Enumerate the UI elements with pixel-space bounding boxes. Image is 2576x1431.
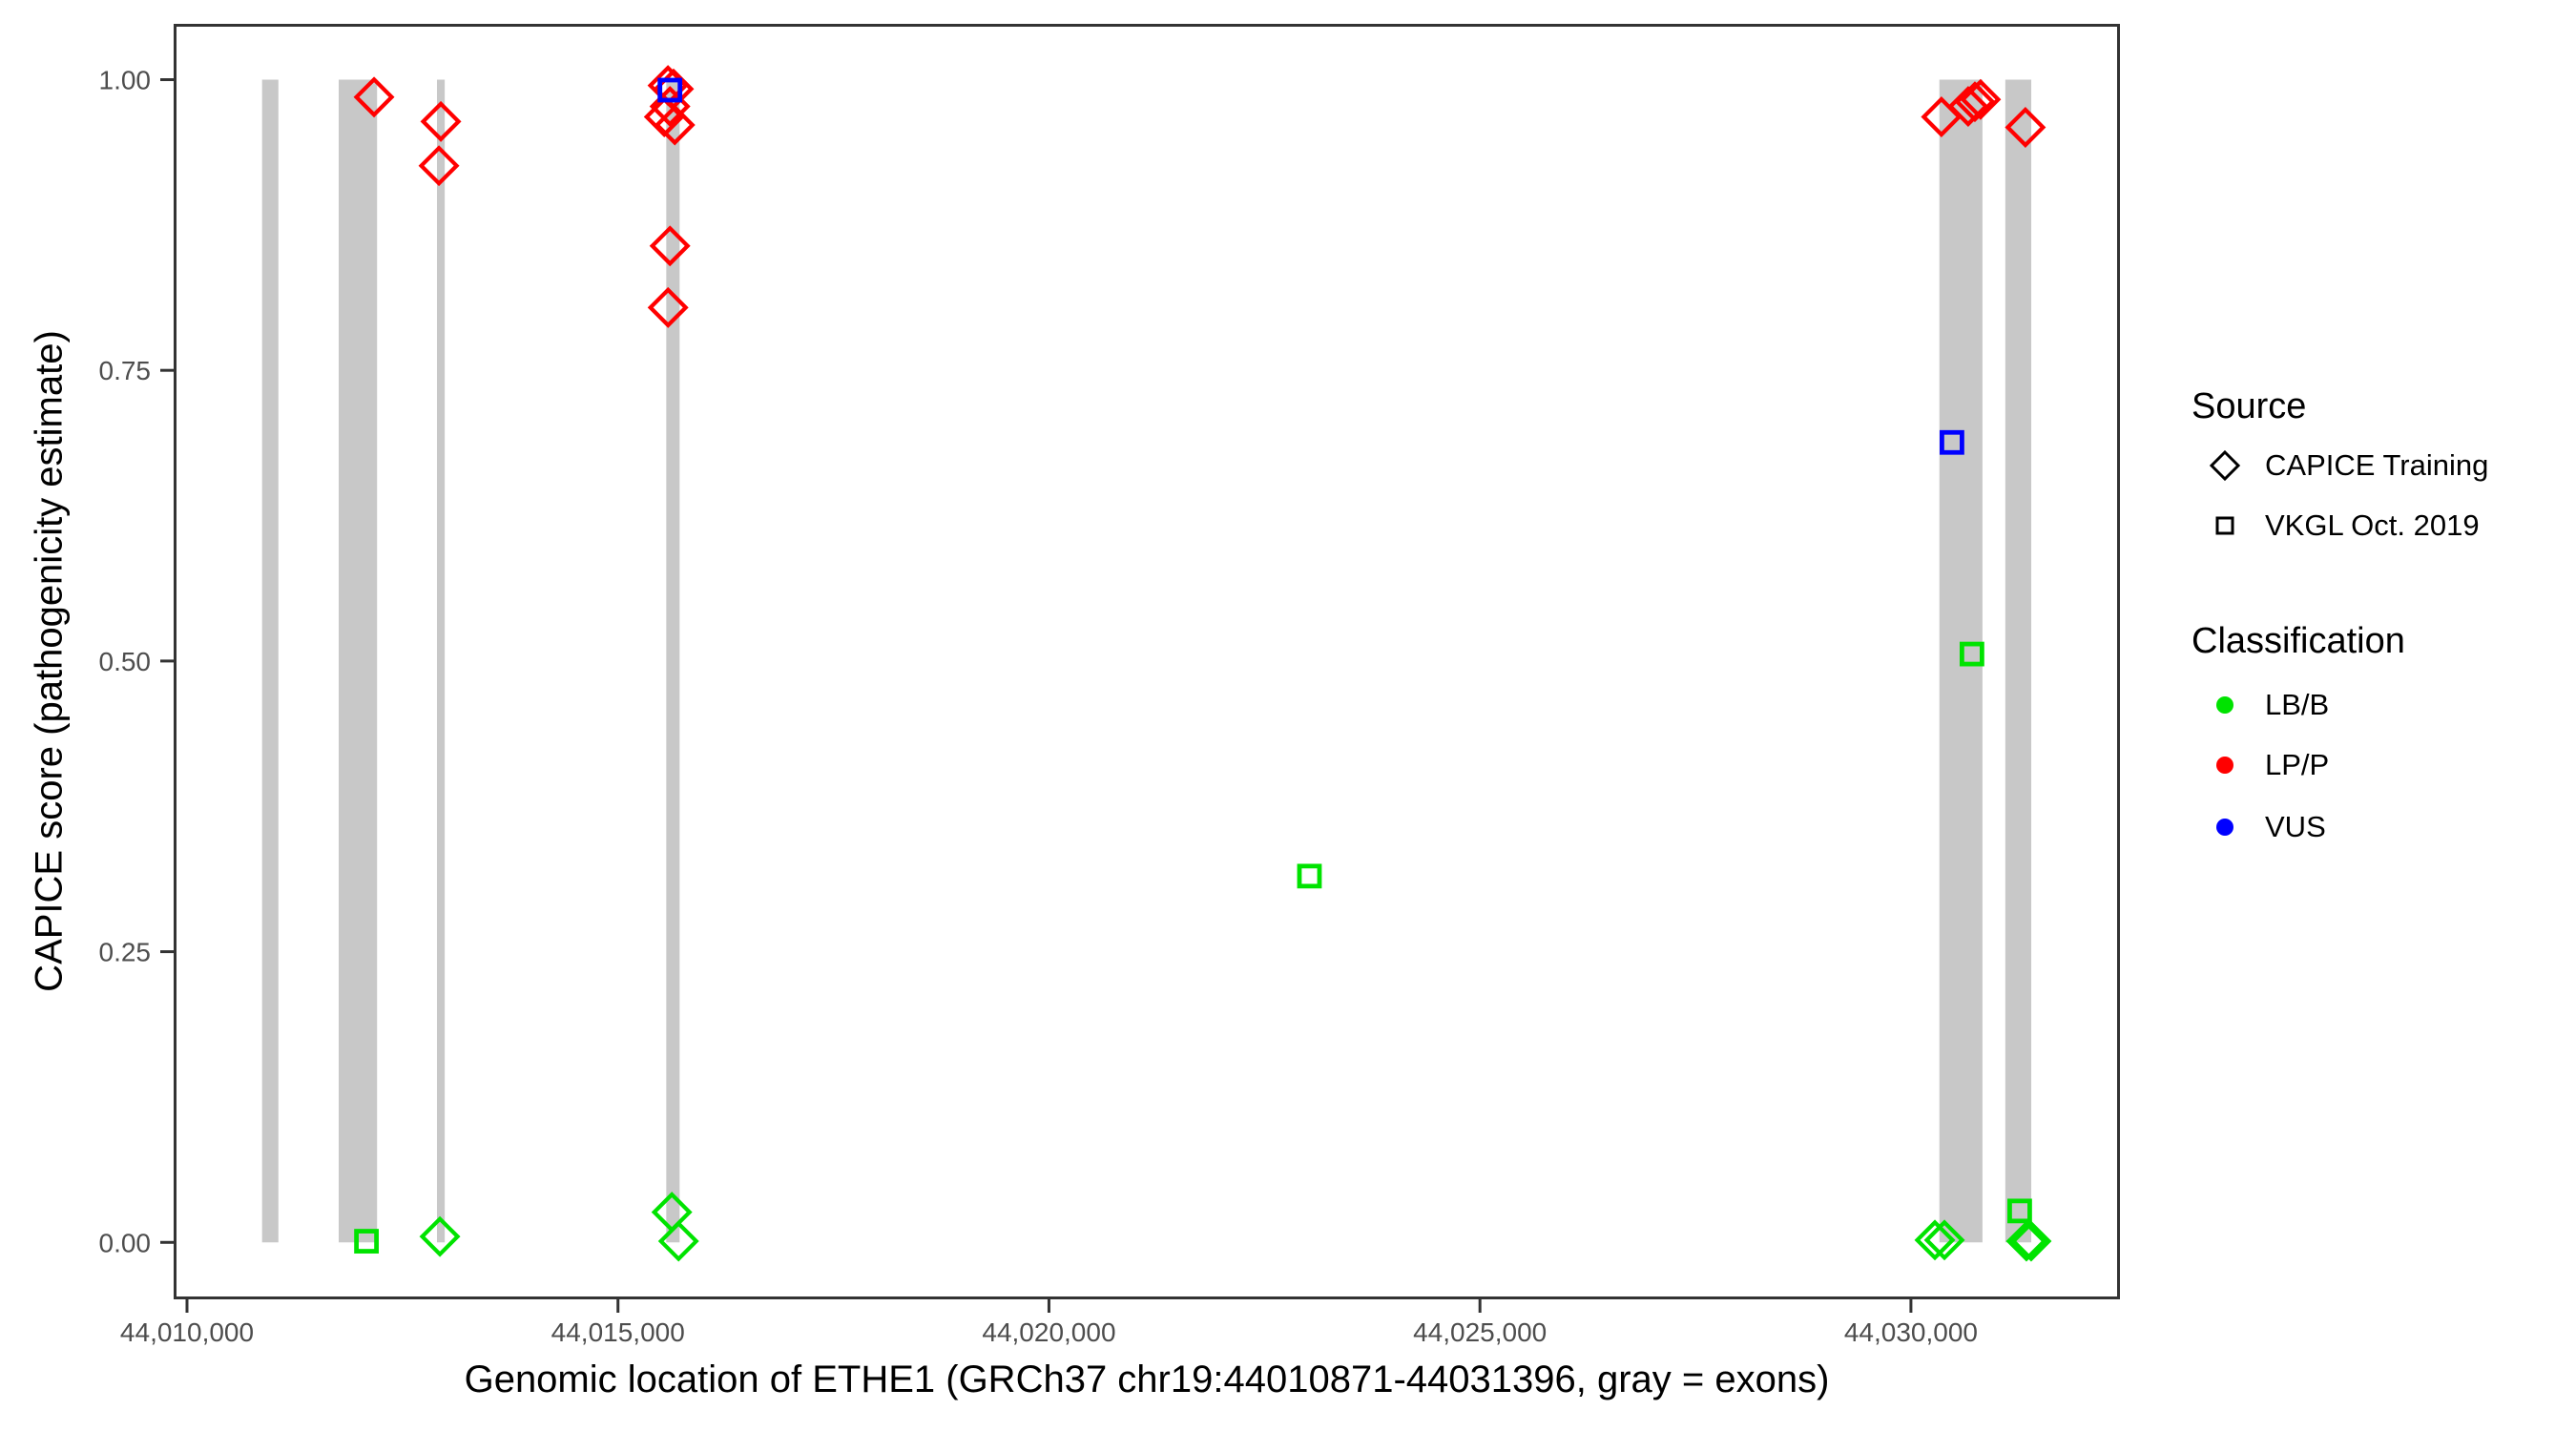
data-point-diamond <box>1923 1219 1965 1261</box>
exon-bar <box>2005 79 2032 1243</box>
legend-source-title: Source <box>2192 386 2307 426</box>
blue-dot-icon <box>2204 806 2246 848</box>
legend-item-label: CAPICE Training <box>2265 448 2489 482</box>
legend-classification-title: Classification <box>2192 621 2405 661</box>
data-point-diamond <box>1914 1219 1956 1261</box>
y-tick-label: 0.50 <box>99 647 152 676</box>
legend-item-vus: VUS <box>2204 806 2326 848</box>
data-point-diamond <box>353 76 395 118</box>
data-point-square <box>1959 641 1984 667</box>
data-point-square <box>2007 1198 2032 1224</box>
data-point-diamond <box>2005 1220 2047 1262</box>
legend-item-label: LB/B <box>2265 688 2330 721</box>
data-point-diamond <box>2010 1220 2052 1262</box>
open-diamond-icon <box>2204 445 2246 487</box>
data-point-diamond <box>1954 81 1996 123</box>
x-tick-label: 44,030,000 <box>1844 1317 1978 1347</box>
legend-item-label: LP/P <box>2265 748 2330 781</box>
y-tick-label: 1.00 <box>99 66 152 95</box>
data-point-square <box>354 1229 380 1254</box>
legend-item-lbb: LB/B <box>2204 684 2329 726</box>
red-dot-icon <box>2204 744 2246 786</box>
x-tick-label: 44,010,000 <box>120 1317 254 1347</box>
data-point-diamond <box>418 145 460 187</box>
data-point-diamond <box>649 225 691 267</box>
exon-bar <box>339 79 378 1243</box>
green-dot-icon <box>2204 684 2246 726</box>
data-point-square <box>657 77 683 103</box>
exon-bar <box>437 79 446 1243</box>
open-square-icon <box>2204 505 2246 547</box>
data-point-diamond <box>419 1215 461 1257</box>
legend-item-vkgl: VKGL Oct. 2019 <box>2204 505 2480 547</box>
y-tick-label: 0.00 <box>99 1228 152 1257</box>
x-tick-label: 44,015,000 <box>551 1317 685 1347</box>
data-point-diamond <box>647 286 689 328</box>
data-point-square <box>1297 863 1322 889</box>
data-point-square <box>1940 429 1964 455</box>
x-axis-title: Genomic location of ETHE1 (GRCh37 chr19:… <box>464 1358 1830 1400</box>
exon-bar <box>666 79 680 1243</box>
y-axis-title: CAPICE score (pathogenicity estimate) <box>28 330 71 992</box>
legend-item-label: VUS <box>2265 810 2326 843</box>
legend-item-lpp: LP/P <box>2204 744 2329 786</box>
data-point-diamond <box>654 104 696 146</box>
data-point-diamond <box>1960 78 2002 120</box>
data-point-diamond <box>2005 107 2046 148</box>
legend-item-capice-training: CAPICE Training <box>2204 445 2488 487</box>
data-point-diamond <box>657 1220 699 1262</box>
legend-item-label: VKGL Oct. 2019 <box>2265 508 2480 542</box>
y-tick-label: 0.75 <box>99 356 152 385</box>
x-tick-label: 44,025,000 <box>1413 1317 1547 1347</box>
x-tick-label: 44,020,000 <box>982 1317 1115 1347</box>
y-tick-label: 0.25 <box>99 938 152 967</box>
data-point-diamond <box>420 100 462 142</box>
exon-bar <box>261 79 279 1243</box>
